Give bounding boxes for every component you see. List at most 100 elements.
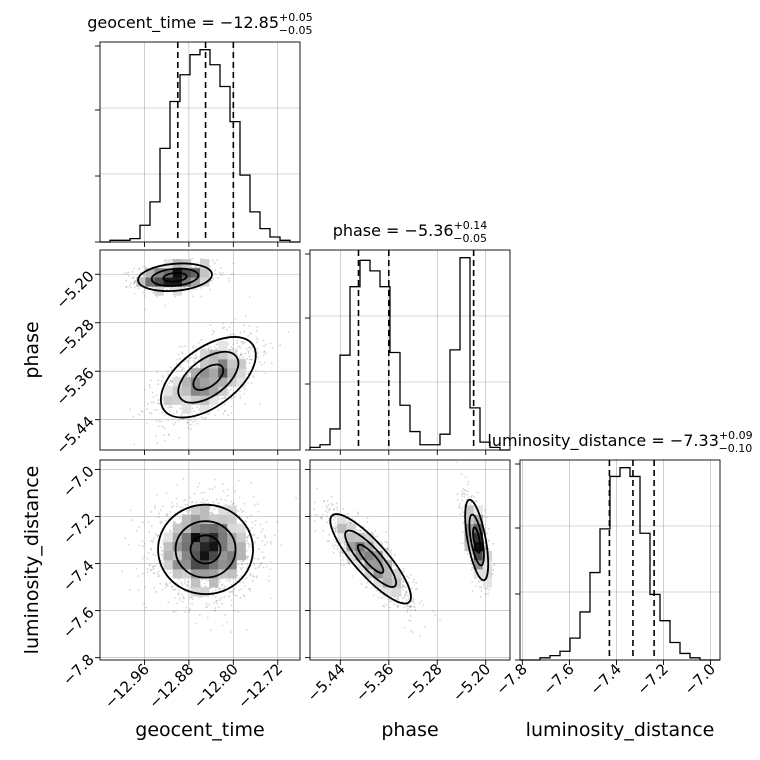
sample-point xyxy=(333,518,335,521)
sample-point xyxy=(175,375,178,378)
sample-point xyxy=(404,593,407,596)
sample-point xyxy=(260,561,263,564)
sample-point xyxy=(130,282,132,285)
sample-point xyxy=(146,422,148,424)
density-cell xyxy=(227,541,237,552)
sample-point xyxy=(195,266,198,268)
sample-point xyxy=(150,379,153,382)
sample-point xyxy=(141,410,144,413)
sample-point xyxy=(155,295,158,298)
sample-point xyxy=(203,501,205,503)
sample-point xyxy=(245,347,248,350)
sample-point xyxy=(408,605,411,608)
density-cell xyxy=(200,359,210,369)
sample-point xyxy=(254,504,256,507)
sample-point xyxy=(191,501,194,504)
sample-point xyxy=(406,608,409,611)
sample-point xyxy=(226,328,228,331)
sample-point xyxy=(262,566,265,569)
sample-point xyxy=(154,533,157,536)
sample-point xyxy=(180,369,183,372)
sample-point xyxy=(187,360,190,362)
sample-point xyxy=(228,277,230,280)
sample-point xyxy=(264,352,267,355)
sample-point xyxy=(189,419,192,422)
density-cell xyxy=(200,268,210,278)
density-cell xyxy=(209,569,219,579)
sample-point xyxy=(475,585,477,588)
sample-point xyxy=(413,606,416,609)
density-cell xyxy=(200,386,210,396)
sample-point xyxy=(211,511,214,514)
density-cell xyxy=(200,523,210,534)
sample-point xyxy=(484,545,487,548)
sample-point xyxy=(403,606,406,609)
sample-point xyxy=(165,513,168,516)
sample-point xyxy=(234,594,236,597)
sample-point xyxy=(220,587,223,590)
sample-point xyxy=(406,610,409,613)
sample-point xyxy=(193,361,196,364)
sample-point xyxy=(161,554,164,556)
sample-point xyxy=(204,416,207,419)
sample-point xyxy=(224,396,227,399)
sample-point xyxy=(149,411,152,414)
sample-point xyxy=(206,616,209,619)
sample-point xyxy=(396,606,399,609)
density-cell xyxy=(218,541,228,552)
sample-point xyxy=(249,358,251,361)
sample-point xyxy=(333,547,336,550)
sample-point xyxy=(250,481,253,484)
sample-point xyxy=(215,347,217,350)
sample-point xyxy=(313,508,316,511)
sample-point xyxy=(155,434,158,437)
sample-point xyxy=(189,356,192,359)
sample-point xyxy=(386,547,388,550)
sample-point xyxy=(376,535,379,538)
sample-point xyxy=(341,559,344,561)
sample-point xyxy=(366,581,369,584)
sample-point xyxy=(159,509,162,512)
sample-point xyxy=(176,502,178,505)
sample-point xyxy=(228,394,230,397)
sample-point xyxy=(147,520,150,523)
density-cell xyxy=(190,268,201,278)
sample-point xyxy=(138,526,141,528)
sample-point xyxy=(413,578,415,581)
sample-point xyxy=(410,574,412,576)
sample-point xyxy=(230,500,233,503)
sample-point xyxy=(184,503,187,506)
sample-point xyxy=(262,339,265,342)
sample-point xyxy=(150,540,153,542)
sample-point xyxy=(178,370,181,373)
sample-point xyxy=(214,273,217,275)
sample-point xyxy=(293,504,295,506)
sample-point xyxy=(167,406,170,409)
sample-point xyxy=(401,600,404,603)
density-cell xyxy=(200,569,210,579)
sample-point xyxy=(320,517,323,520)
sample-point xyxy=(245,577,248,579)
sample-point xyxy=(221,482,224,485)
sample-point xyxy=(334,525,337,528)
sample-point xyxy=(402,567,405,570)
sample-point xyxy=(229,591,232,594)
sample-point xyxy=(360,583,363,585)
sample-point xyxy=(237,510,240,512)
sample-point xyxy=(308,495,310,497)
density-cell xyxy=(190,587,201,597)
sample-point xyxy=(244,352,247,355)
sample-point xyxy=(253,563,256,566)
sample-point xyxy=(187,426,190,429)
sample-point xyxy=(386,547,389,550)
sample-point xyxy=(180,351,183,354)
sample-point xyxy=(287,331,290,334)
sample-point xyxy=(213,601,215,604)
sample-point xyxy=(163,427,166,429)
sample-point xyxy=(240,511,243,513)
sample-point xyxy=(208,488,211,490)
sample-point xyxy=(410,609,413,612)
sample-point xyxy=(178,589,180,592)
sample-point xyxy=(334,530,337,533)
sample-point xyxy=(184,498,187,501)
